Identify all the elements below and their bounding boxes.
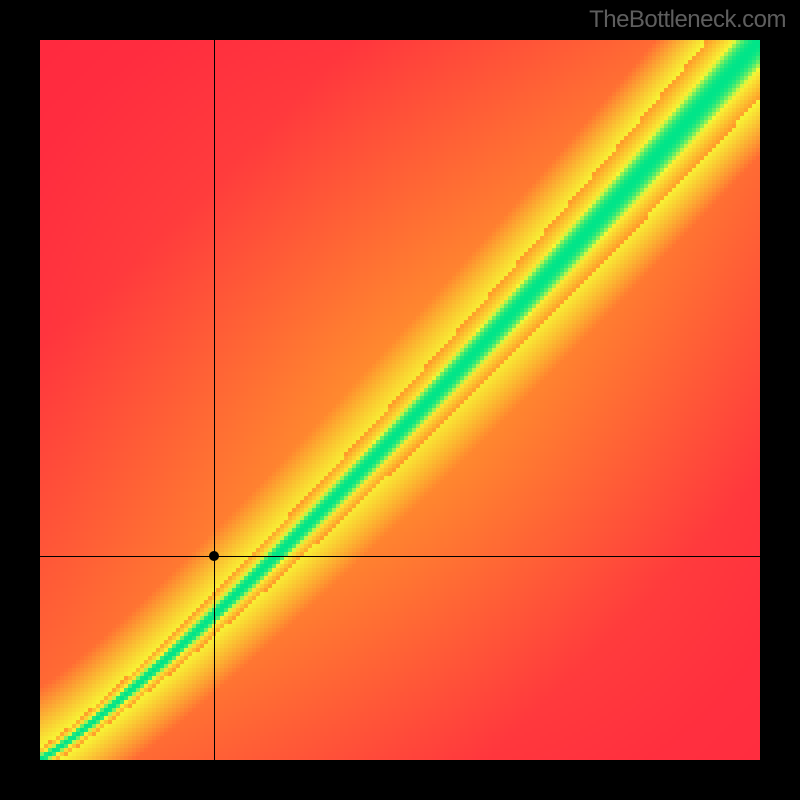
heatmap-canvas — [40, 40, 760, 760]
watermark-text: TheBottleneck.com — [589, 6, 786, 34]
crosshair-horizontal — [40, 556, 760, 557]
chart-container: { "watermark": "TheBottleneck.com", "lay… — [0, 0, 800, 800]
crosshair-vertical — [214, 40, 215, 760]
crosshair-marker — [209, 551, 219, 561]
